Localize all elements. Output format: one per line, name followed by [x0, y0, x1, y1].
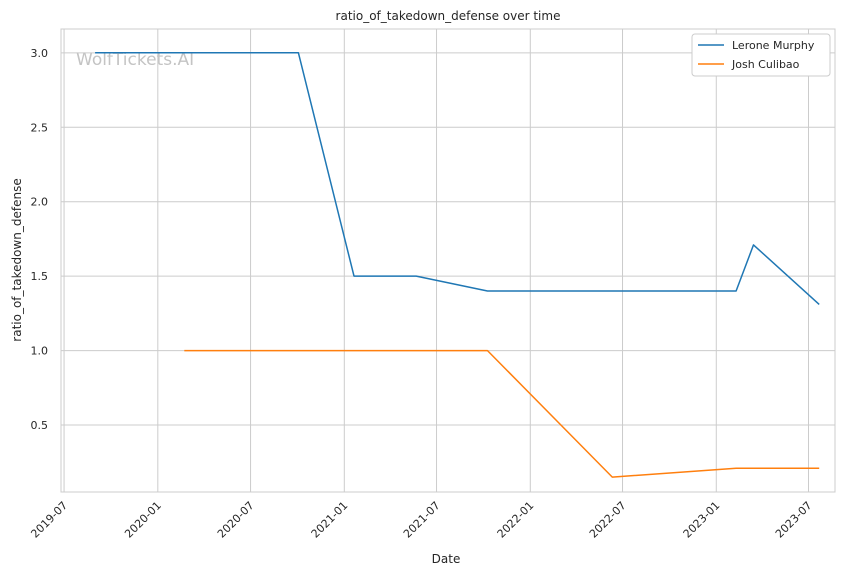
x-tick-label: 2020-01 [122, 499, 164, 541]
x-axis-title: Date [432, 552, 461, 566]
y-tick-label: 0.5 [31, 419, 49, 432]
y-tick-label: 2.0 [31, 196, 49, 209]
x-tick-label: 2022-07 [587, 499, 629, 541]
x-tick-label: 2023-01 [681, 499, 723, 541]
y-axis-title: ratio_of_takedown_defense [10, 178, 24, 341]
plot-area [60, 28, 836, 493]
legend-box [691, 33, 831, 77]
y-axis-ticks: 0.5 1.0 1.5 2.0 2.5 3.0 [31, 47, 49, 432]
x-tick-label: 2021-07 [401, 499, 443, 541]
series-line-lerone-murphy [95, 52, 820, 305]
x-tick-label: 2020-07 [215, 499, 257, 541]
legend-label-lerone-murphy: Lerone Murphy [732, 39, 815, 52]
y-tick-label: 1.5 [31, 270, 49, 283]
legend-label-josh-culibao: Josh Culibao [731, 58, 800, 71]
series-line-josh-culibao [184, 349, 820, 478]
x-axis-ticks: 2019-07 2020-01 2020-07 2021-01 2021-07 2022-… [28, 499, 814, 541]
legend: Lerone Murphy Josh Culibao [691, 33, 831, 77]
watermark: WolfTickets.AI [76, 50, 194, 70]
y-tick-label: 1.0 [31, 345, 49, 358]
x-tick-label: 2019-07 [28, 499, 70, 541]
series-lines [95, 52, 820, 478]
y-tick-label: 3.0 [31, 47, 49, 60]
x-tick-label: 2022-01 [495, 499, 537, 541]
chart-title: ratio_of_takedown_defense over time [336, 9, 561, 23]
y-tick-label: 2.5 [31, 121, 49, 134]
x-tick-label: 2023-07 [773, 499, 815, 541]
x-tick-label: 2021-01 [309, 499, 351, 541]
